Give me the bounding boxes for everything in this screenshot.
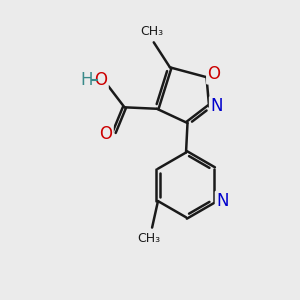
Text: CH₃: CH₃ [141,25,164,38]
Text: N: N [216,192,229,210]
Text: O: O [100,125,112,143]
Text: H: H [81,70,93,88]
Text: N: N [210,98,223,116]
Text: O: O [94,70,107,88]
Text: O: O [207,65,220,83]
Text: CH₃: CH₃ [138,232,161,245]
